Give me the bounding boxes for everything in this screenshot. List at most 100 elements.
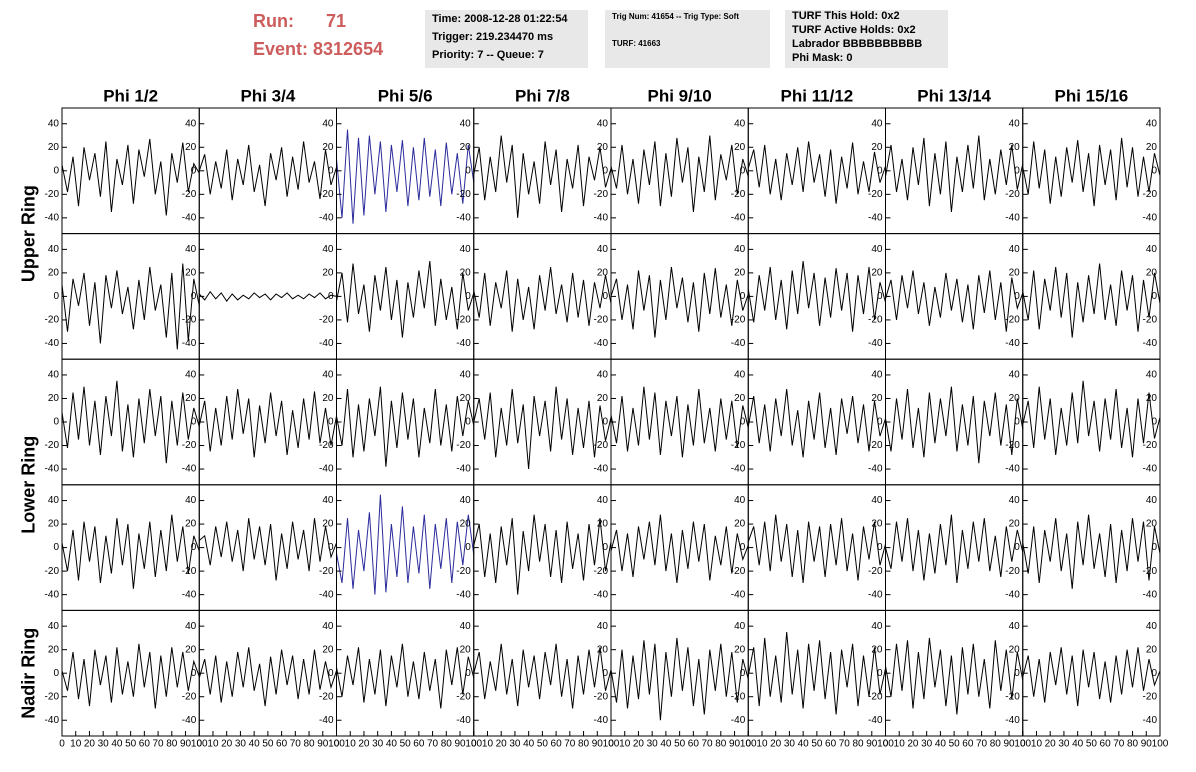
y-tick-label: 40	[1009, 495, 1021, 506]
y-tick-label: -20	[45, 691, 60, 702]
y-tick-label: 40	[460, 621, 472, 632]
panel-frame	[61, 358, 200, 486]
y-tick-label: -20	[45, 440, 60, 451]
x-tick-label: 30	[98, 739, 110, 750]
y-tick-label: 20	[734, 393, 746, 404]
y-tick-label: 40	[48, 495, 60, 506]
waveform	[336, 129, 475, 224]
y-tick-label: -20	[594, 189, 609, 200]
column-title: Phi 7/8	[515, 86, 570, 105]
x-tick-label: 70	[976, 739, 988, 750]
x-tick-label: 10	[756, 739, 768, 750]
panel-frame	[747, 358, 886, 486]
y-tick-label: 20	[1146, 268, 1158, 279]
x-tick-label: 80	[715, 739, 727, 750]
x-tick-label: 40	[111, 739, 123, 750]
y-tick-label: 0	[53, 291, 59, 302]
y-tick-label: 20	[1009, 142, 1021, 153]
y-tick-label: -40	[319, 338, 334, 349]
y-tick-label: -40	[868, 715, 883, 726]
y-tick-label: 0	[1151, 165, 1157, 176]
y-tick-label: 0	[328, 542, 334, 553]
y-tick-label: 0	[1014, 417, 1020, 428]
x-tick-label: 60	[413, 739, 425, 750]
y-tick-label: 40	[871, 370, 883, 381]
y-tick-label: 0	[465, 291, 471, 302]
x-tick-label: 60	[276, 739, 288, 750]
y-tick-label: -20	[868, 440, 883, 451]
y-tick-label: -20	[868, 189, 883, 200]
waveform	[473, 514, 612, 595]
waveform	[885, 386, 1024, 464]
y-tick-label: -20	[319, 315, 334, 326]
y-tick-label: -20	[1005, 315, 1020, 326]
y-tick-label: -20	[456, 189, 471, 200]
y-tick-label: 20	[1146, 393, 1158, 404]
y-tick-label: -20	[1143, 566, 1158, 577]
x-tick-label: 100	[328, 739, 345, 750]
x-tick-label: 60	[688, 739, 700, 750]
waveform	[610, 514, 749, 583]
y-tick-label: -40	[1005, 464, 1020, 475]
x-tick-label: 20	[84, 739, 96, 750]
y-tick-label: 20	[1146, 142, 1158, 153]
info-line: Priority: 7 -- Queue: 7	[432, 49, 544, 61]
y-tick-label: 0	[740, 291, 746, 302]
y-tick-label: 40	[597, 244, 609, 255]
y-tick-label: -40	[868, 589, 883, 600]
y-tick-label: 20	[460, 268, 472, 279]
waveform	[198, 647, 337, 707]
y-tick-label: 0	[1014, 165, 1020, 176]
run-number: 71	[326, 11, 346, 31]
y-tick-label: 0	[465, 417, 471, 428]
y-tick-label: 20	[597, 393, 609, 404]
y-tick-label: 20	[597, 519, 609, 530]
x-tick-label: 90	[180, 739, 192, 750]
info-box	[785, 10, 948, 68]
x-tick-label: 10	[207, 739, 219, 750]
waveform	[473, 643, 612, 709]
ring-label: Lower Ring	[19, 436, 39, 534]
y-tick-label: -40	[456, 715, 471, 726]
waveform	[61, 380, 200, 464]
x-tick-label: 50	[674, 739, 686, 750]
y-tick-label: -20	[319, 189, 334, 200]
column-title: Phi 11/12	[780, 86, 853, 105]
waveform	[198, 518, 337, 581]
y-tick-label: -40	[1143, 212, 1158, 223]
y-tick-label: -20	[731, 440, 746, 451]
panel-frame	[747, 609, 886, 737]
y-tick-label: 40	[597, 118, 609, 129]
y-tick-label: 20	[597, 268, 609, 279]
column-title: Phi 9/10	[647, 86, 711, 105]
y-tick-label: 40	[1009, 118, 1021, 129]
y-tick-label: -20	[594, 566, 609, 577]
x-tick-label: 90	[454, 739, 466, 750]
y-tick-label: 0	[877, 165, 883, 176]
y-tick-label: -40	[868, 212, 883, 223]
y-tick-label: -20	[319, 691, 334, 702]
y-tick-label: 20	[322, 644, 334, 655]
y-tick-label: 20	[48, 142, 60, 153]
y-tick-label: 40	[597, 495, 609, 506]
x-tick-label: 100	[603, 739, 620, 750]
x-tick-label: 0	[196, 739, 202, 750]
x-tick-label: 40	[935, 739, 947, 750]
x-tick-label: 0	[471, 739, 477, 750]
y-tick-label: 40	[1146, 118, 1158, 129]
y-tick-label: 0	[1151, 668, 1157, 679]
x-tick-label: 60	[962, 739, 974, 750]
y-tick-label: 0	[1151, 417, 1157, 428]
y-tick-label: 40	[185, 370, 197, 381]
y-tick-label: 40	[322, 370, 334, 381]
waveform	[610, 386, 749, 458]
x-tick-label: 10	[482, 739, 494, 750]
x-tick-label: 100	[877, 739, 894, 750]
x-tick-label: 100	[191, 739, 208, 750]
x-tick-label: 10	[1031, 739, 1043, 750]
y-tick-label: -20	[731, 691, 746, 702]
x-tick-label: 70	[427, 739, 439, 750]
info-line: Trig Num: 41654 -- Trig Type: Soft	[612, 12, 739, 21]
x-tick-label: 10	[619, 739, 631, 750]
x-tick-label: 80	[1127, 739, 1139, 750]
